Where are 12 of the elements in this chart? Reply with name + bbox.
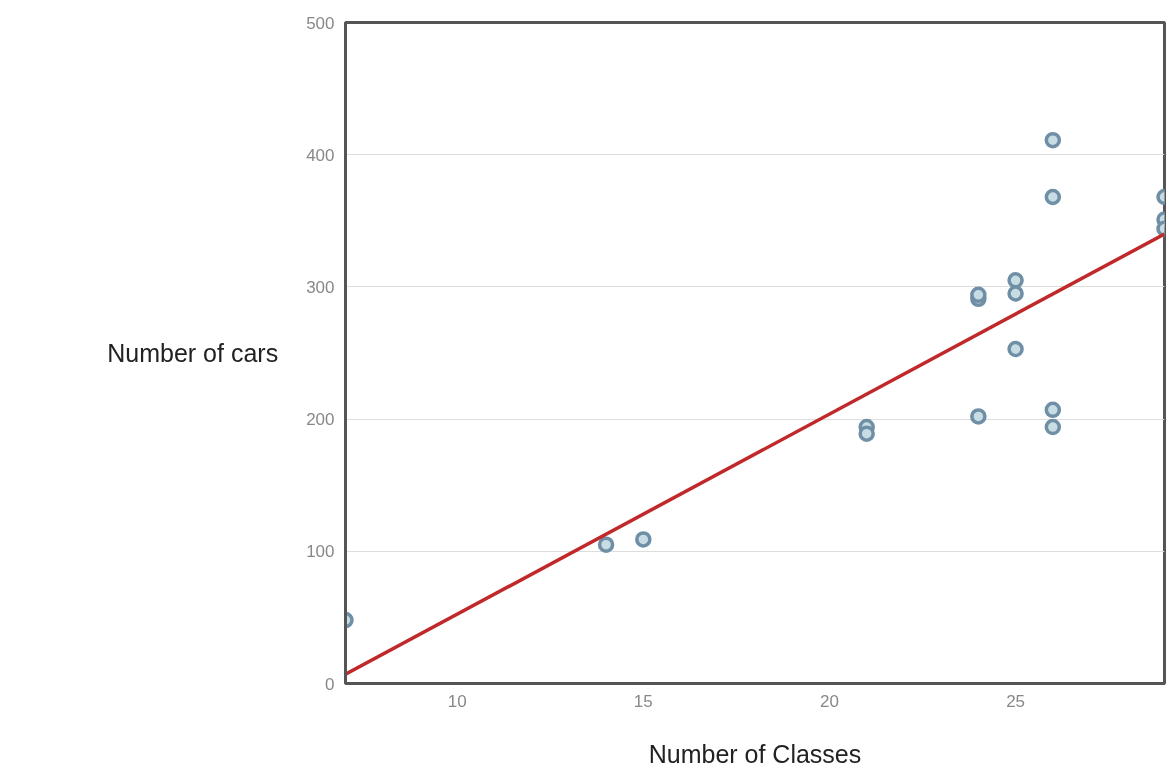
y-tick-label: 200 <box>306 410 335 430</box>
x-tick-label: 25 <box>1006 691 1026 711</box>
x-tick-label: 15 <box>633 691 653 711</box>
y-tick-label: 0 <box>325 674 335 694</box>
y-tick-label: 100 <box>306 542 335 562</box>
x-tick-label: 20 <box>820 691 839 711</box>
x-tick-label: 10 <box>447 691 467 711</box>
y-tick-label: 300 <box>306 277 335 297</box>
y-tick-label: 400 <box>306 145 335 165</box>
y-axis-title: Number of cars <box>107 339 279 367</box>
y-tick-label: 500 <box>306 13 335 33</box>
x-axis-title: Number of Classes <box>648 739 862 768</box>
